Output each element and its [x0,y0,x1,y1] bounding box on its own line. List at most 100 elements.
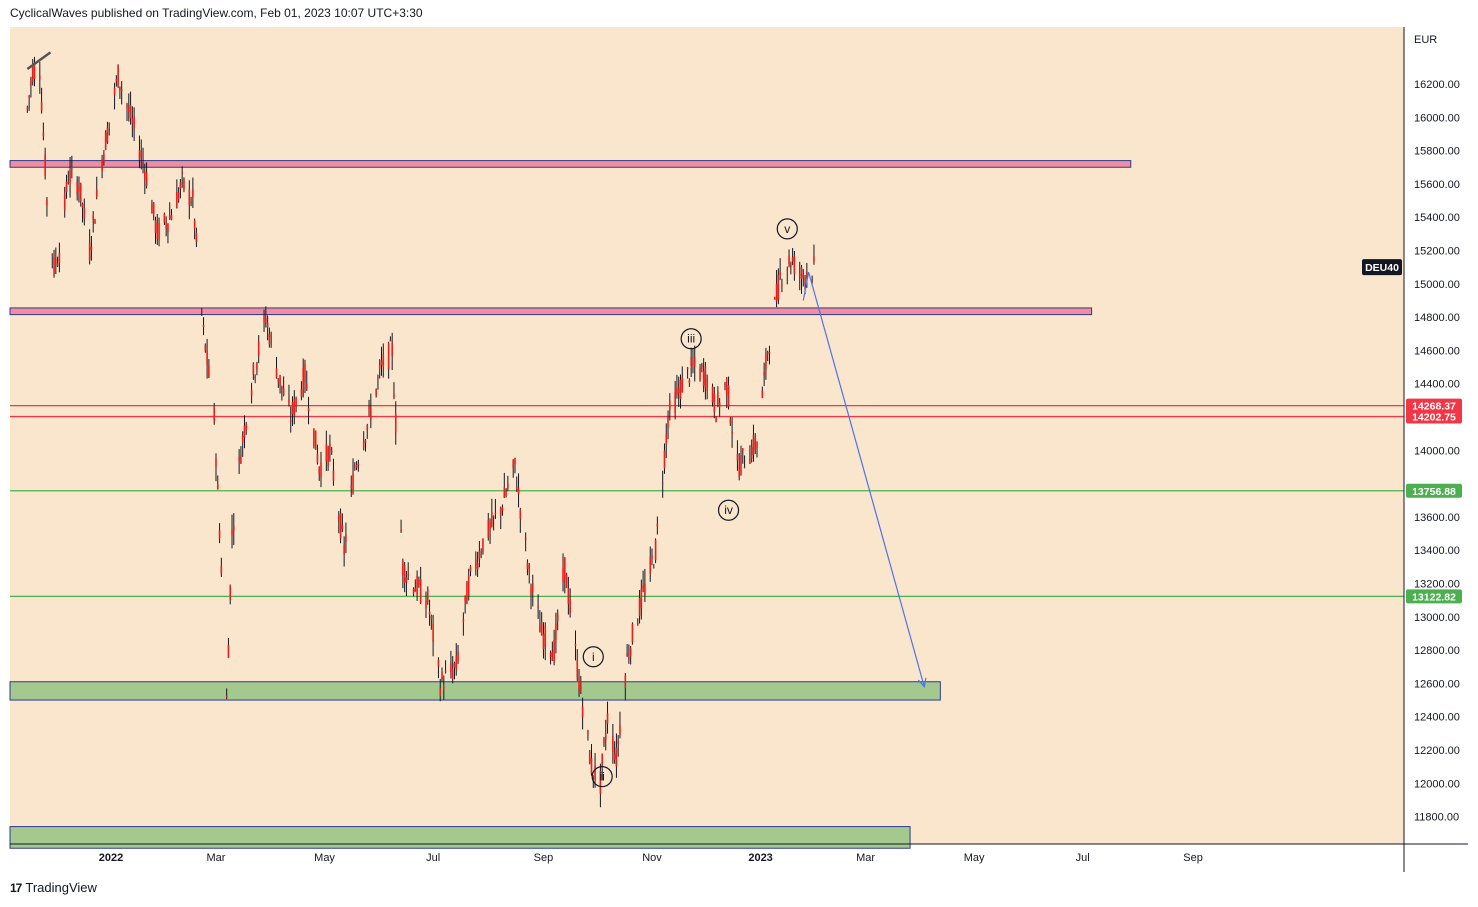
candle [142,147,144,174]
candle [268,327,271,348]
candle-body [679,379,682,399]
candle-body [101,159,103,171]
candle-body [266,322,269,328]
candle-body [756,442,758,448]
candle [505,488,507,498]
wave-label-iv: iv [717,499,740,521]
candle [156,214,159,245]
candle-body [503,487,506,498]
candle-body [761,390,764,398]
candle-body [168,215,171,219]
candle-body [170,214,173,220]
candle-body [588,751,591,764]
candle [642,570,644,593]
candle-body [179,182,182,189]
candle [766,350,769,362]
time-tick-label: Nov [642,852,662,864]
candle [227,638,230,658]
time-axis[interactable]: 2022 Mar May Jul Sep Nov 2023 Mar May Jul Sep [99,852,1203,864]
candle [113,82,116,110]
candle [654,538,657,564]
candle [478,540,481,568]
candle [163,212,166,225]
candle-body [188,189,191,205]
candle [469,564,472,577]
candle-body [442,685,445,690]
candle [362,431,365,451]
candle-body [426,588,429,603]
wave-text: ii [600,770,605,784]
candle-body [204,344,207,351]
candle [202,317,205,336]
trendline [26,51,52,71]
candle-body [590,758,593,774]
candle [526,559,529,576]
candle-body [263,315,265,321]
candle-body [587,730,589,734]
price-tick-label: 12000.00 [1414,778,1460,790]
horizontal-lines-layer [10,404,1404,598]
tradingview-footer[interactable]: 17 TradingView [10,880,97,895]
candle [220,557,223,577]
candle [512,459,515,478]
wave-text: iii [687,332,695,346]
candle-body [151,204,153,214]
candle [542,622,545,659]
price-axis[interactable]: 14268.3714202.7513756.8813122.8216200.00… [1362,79,1462,824]
candle [67,170,70,185]
candle [540,612,543,636]
candle [638,590,641,624]
candle [329,434,331,462]
candle-body [661,482,664,484]
candle [282,376,285,397]
candle [341,513,344,533]
candle-body [811,277,813,279]
candle [88,229,91,265]
candle [750,439,753,463]
price-tick-label: 15200.00 [1414,246,1460,258]
wave-label-v: v [776,218,798,240]
price-tick-label: 13600.00 [1414,512,1460,524]
candle [631,622,634,645]
time-tick-label: Jul [426,852,440,864]
candle [754,433,757,455]
candle [238,449,240,474]
candle-body [104,132,107,151]
candle [629,645,632,665]
candle [53,249,55,278]
candle [798,261,801,291]
candle [517,473,520,508]
candle-body [291,402,294,415]
candle [145,162,148,189]
candle [640,579,643,620]
candle-body [288,398,290,404]
candle-body [569,599,571,614]
candle [193,218,196,240]
candle-body [615,747,618,767]
candle [176,179,178,209]
candle [692,349,694,374]
candle-body [606,713,609,724]
time-tick-label: Mar [207,852,226,864]
candle [101,154,103,179]
candle-body [505,491,507,496]
candle-body [677,388,680,394]
candle [78,176,80,203]
candle [65,174,68,199]
candle-body [131,118,134,124]
candle-body [313,428,315,446]
price-tick-label: 15600.00 [1414,179,1460,191]
candle-body [718,402,721,408]
candle [419,566,422,604]
time-tick-label: Sep [1183,852,1203,864]
candle-body [362,441,365,448]
candle [245,421,248,435]
candle-body [476,563,479,570]
candle [644,568,646,603]
candle [569,588,571,618]
candle [418,576,420,588]
candle [343,536,345,567]
candle [58,242,61,273]
candle [313,428,315,449]
